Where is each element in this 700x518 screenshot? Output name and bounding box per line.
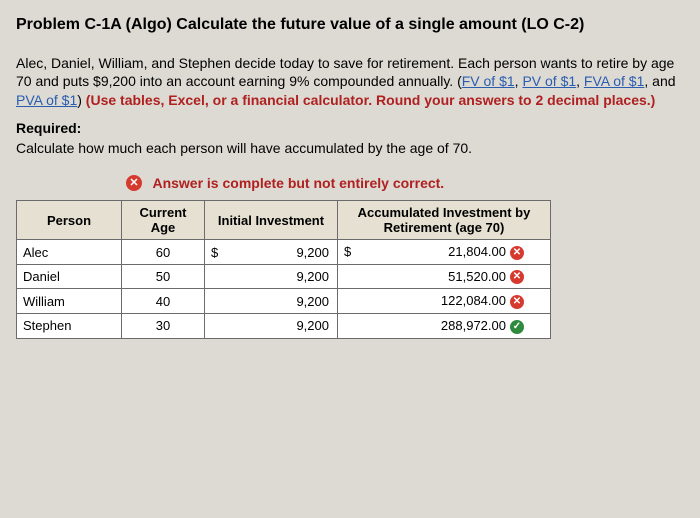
cell-age: 50 bbox=[122, 264, 205, 289]
initial-amount: 9,200 bbox=[223, 269, 329, 284]
link-pv[interactable]: PV of $1 bbox=[522, 73, 576, 89]
feedback-text: Answer is complete but not entirely corr… bbox=[152, 175, 444, 191]
instruction-red: (Use tables, Excel, or a financial calcu… bbox=[86, 92, 656, 108]
cell-age: 40 bbox=[122, 289, 205, 314]
cell-person: Daniel bbox=[17, 264, 122, 289]
initial-amount: 9,200 bbox=[223, 294, 329, 309]
cell-initial: 9,200 bbox=[205, 264, 338, 289]
accum-amount: 288,972.00 bbox=[356, 318, 506, 333]
cell-person: Alec bbox=[17, 240, 122, 265]
accum-amount: 122,084.00 bbox=[356, 293, 506, 308]
link-fva[interactable]: FVA of $1 bbox=[584, 73, 644, 89]
feedback-banner: ✕ Answer is complete but not entirely co… bbox=[126, 174, 684, 192]
cell-accum: 288,972.00 ✓ bbox=[338, 313, 551, 338]
problem-title: Problem C-1A (Algo) Calculate the future… bbox=[16, 14, 684, 36]
initial-amount: 9,200 bbox=[223, 318, 329, 333]
hdr-initial: Initial Investment bbox=[205, 201, 338, 240]
cell-initial: 9,200 bbox=[205, 313, 338, 338]
link-fv[interactable]: FV of $1 bbox=[462, 73, 515, 89]
problem-paragraph: Alec, Daniel, William, and Stephen decid… bbox=[16, 54, 684, 111]
table-row: Daniel50 9,200 51,520.00 ✕ bbox=[17, 264, 551, 289]
cell-age: 30 bbox=[122, 313, 205, 338]
cell-initial: 9,200 bbox=[205, 289, 338, 314]
cell-initial: $9,200 bbox=[205, 240, 338, 265]
and-word: and bbox=[652, 73, 675, 89]
hdr-age: Current Age bbox=[122, 201, 205, 240]
currency-symbol: $ bbox=[344, 244, 356, 259]
hdr-accum: Accumulated Investment by Retirement (ag… bbox=[338, 201, 551, 240]
x-icon: ✕ bbox=[510, 246, 524, 260]
table-row: William40 9,200 122,084.00 ✕ bbox=[17, 289, 551, 314]
table-row: Stephen30 9,200 288,972.00 ✓ bbox=[17, 313, 551, 338]
close-paren: ) bbox=[77, 92, 86, 108]
hdr-person: Person bbox=[17, 201, 122, 240]
required-text: Calculate how much each person will have… bbox=[16, 140, 684, 156]
initial-amount: 9,200 bbox=[223, 245, 329, 260]
table-row: Alec60$9,200$21,804.00✕ bbox=[17, 240, 551, 265]
accum-amount: 21,804.00 bbox=[356, 244, 506, 259]
link-pva[interactable]: PVA of $1 bbox=[16, 92, 77, 108]
required-heading: Required: bbox=[16, 120, 684, 136]
feedback-x-icon: ✕ bbox=[126, 175, 142, 191]
check-icon: ✓ bbox=[510, 320, 524, 334]
x-icon: ✕ bbox=[510, 295, 524, 309]
answers-table: Person Current Age Initial Investment Ac… bbox=[16, 200, 551, 338]
cell-person: Stephen bbox=[17, 313, 122, 338]
cell-accum: $21,804.00 ✕ bbox=[338, 240, 551, 265]
cell-accum: 122,084.00 ✕ bbox=[338, 289, 551, 314]
sep3: , bbox=[644, 73, 652, 89]
cell-person: William bbox=[17, 289, 122, 314]
cell-accum: 51,520.00 ✕ bbox=[338, 264, 551, 289]
x-icon: ✕ bbox=[510, 270, 524, 284]
currency-symbol: $ bbox=[211, 245, 223, 260]
accum-amount: 51,520.00 bbox=[356, 269, 506, 284]
cell-age: 60 bbox=[122, 240, 205, 265]
sep2: , bbox=[576, 73, 584, 89]
